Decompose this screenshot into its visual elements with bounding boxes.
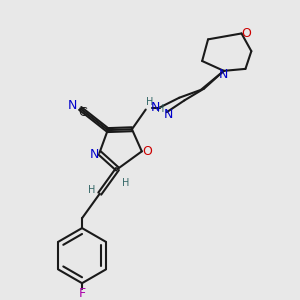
Text: F: F (79, 286, 86, 299)
Text: H: H (88, 185, 96, 195)
Text: C: C (78, 106, 86, 119)
Text: O: O (142, 145, 152, 158)
Text: O: O (242, 27, 251, 40)
Text: N: N (90, 148, 99, 161)
Text: N: N (68, 99, 77, 112)
Text: N: N (151, 101, 160, 114)
Text: H: H (146, 97, 153, 107)
Text: N: N (219, 68, 229, 81)
Text: H: H (157, 104, 164, 114)
Text: H: H (122, 178, 129, 188)
Text: N: N (164, 108, 173, 121)
